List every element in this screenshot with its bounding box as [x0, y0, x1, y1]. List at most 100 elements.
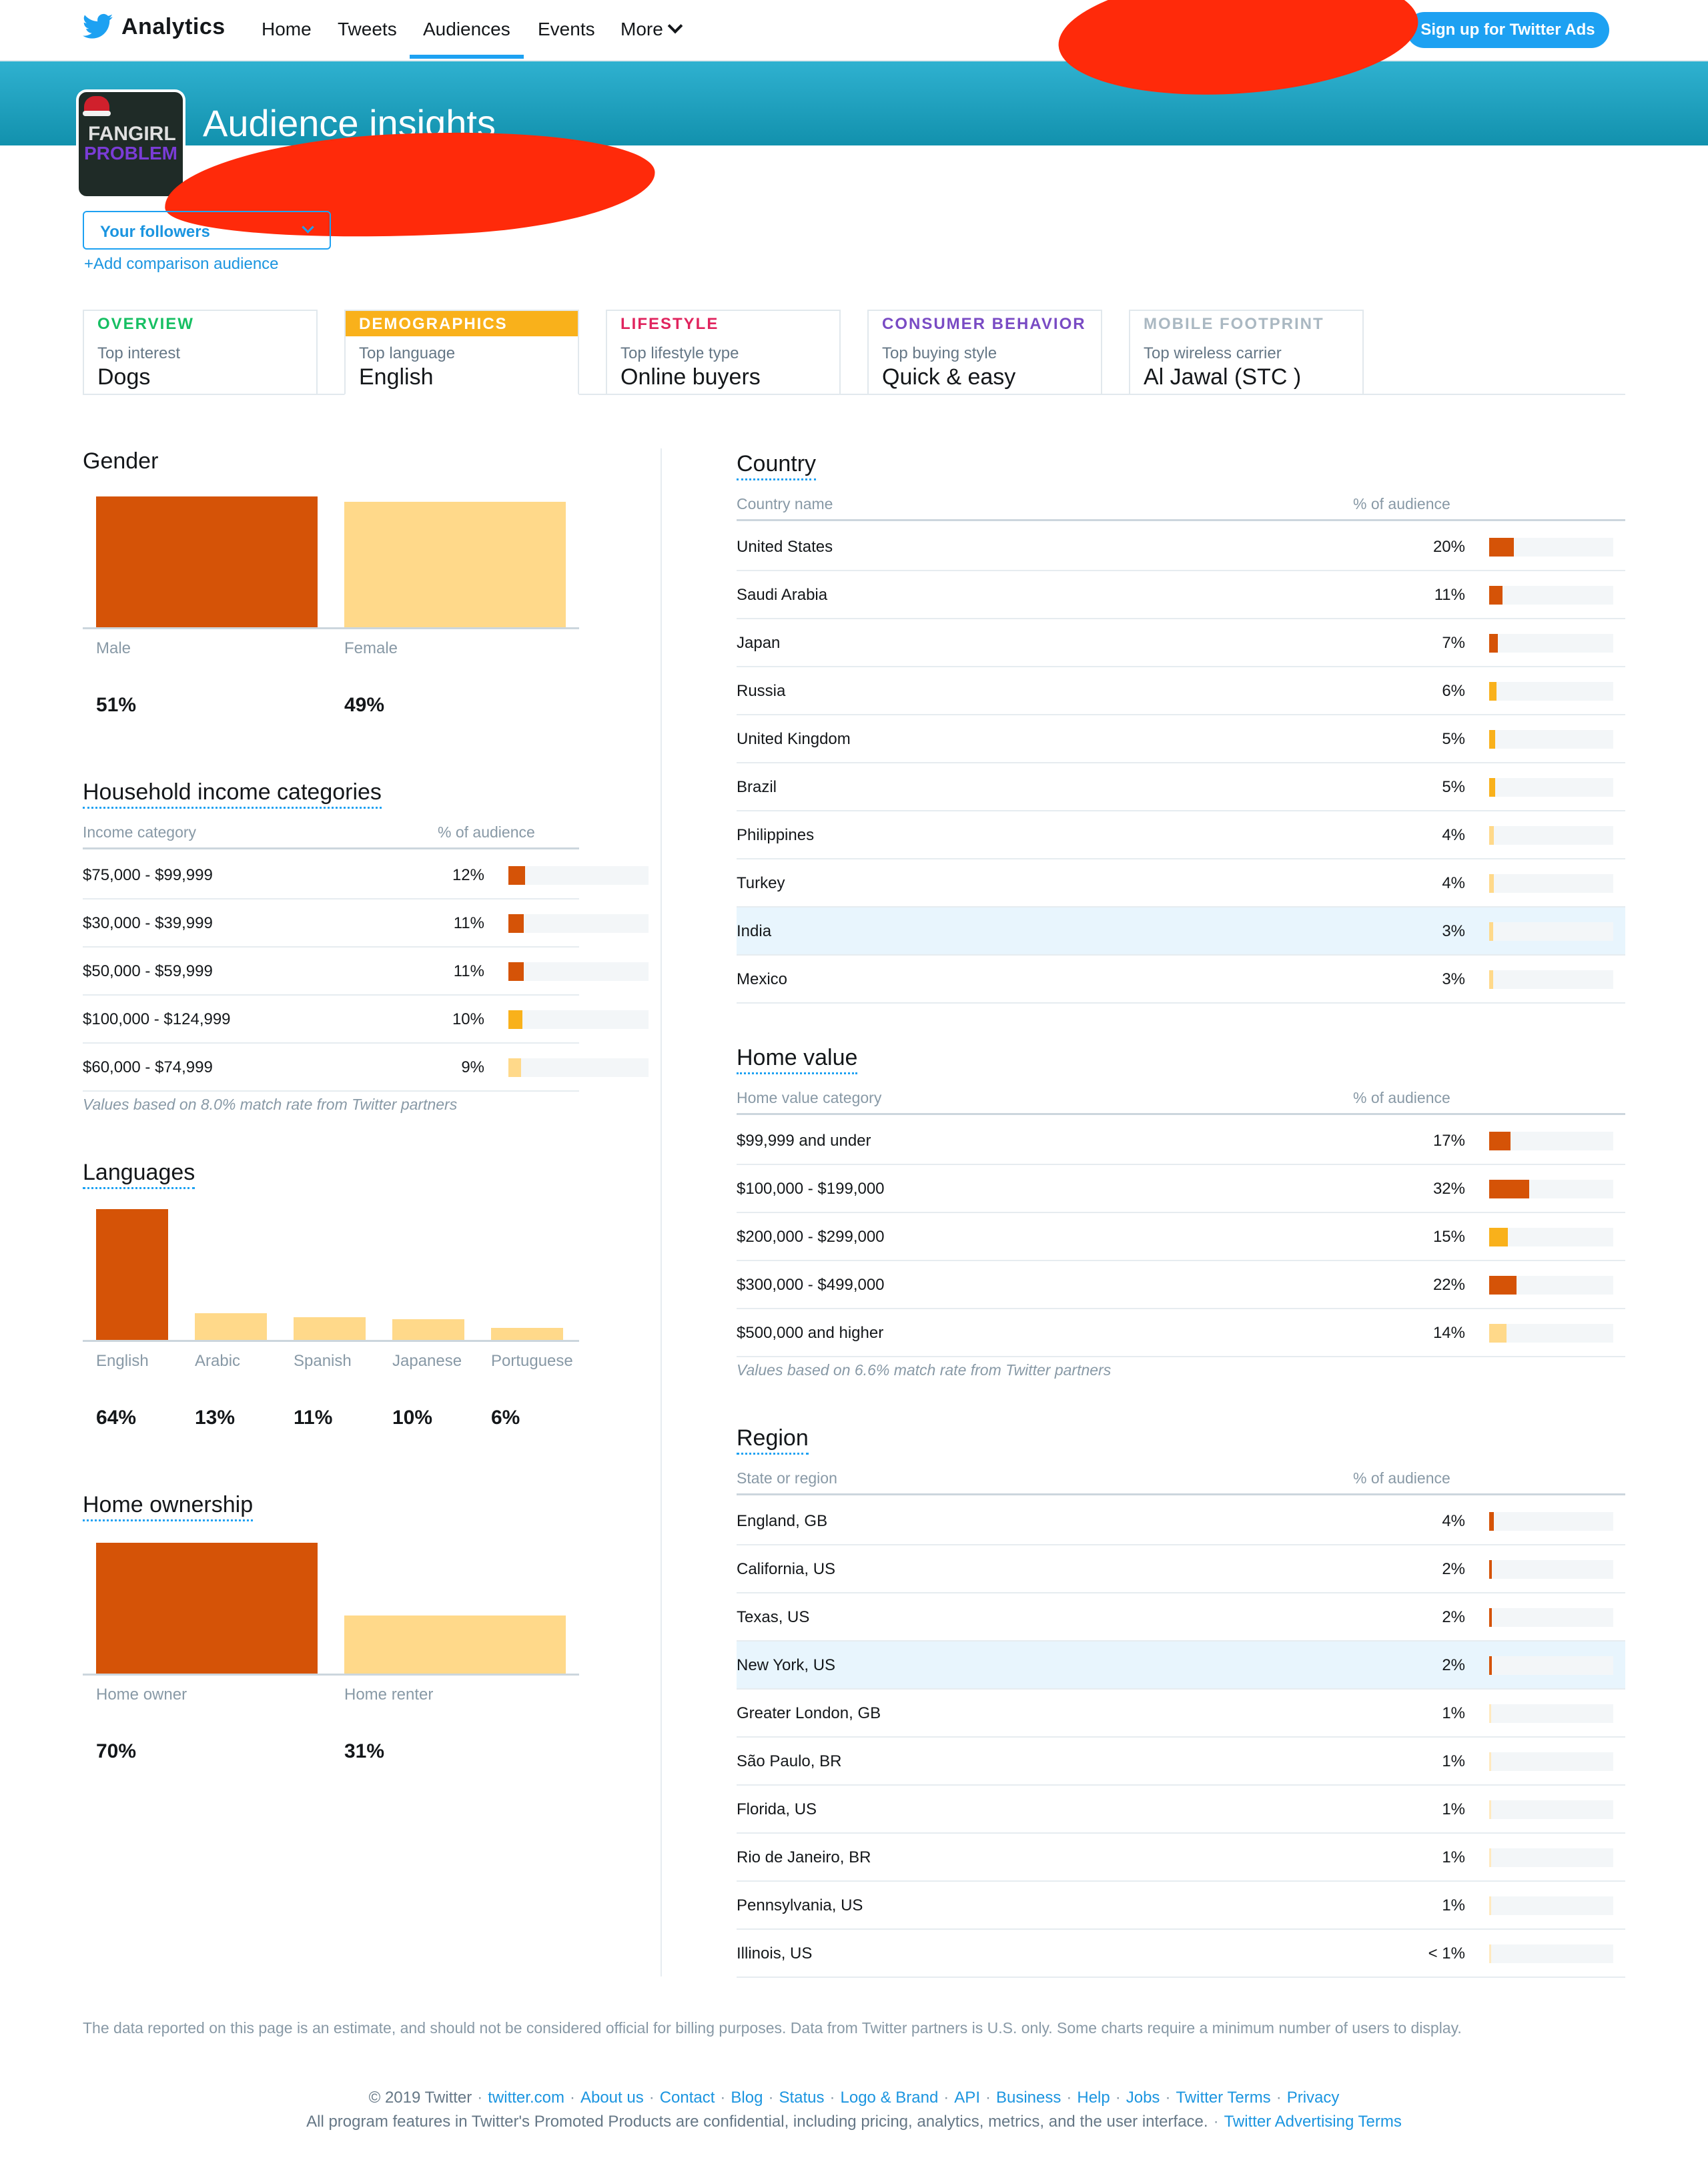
region-row-name: Florida, US [737, 1800, 817, 1818]
region-row-row[interactable]: Illinois, US < 1% [737, 1930, 1625, 1978]
income-row-row[interactable]: $100,000 - $124,999 10% [83, 996, 649, 1044]
region-row-row[interactable]: Pennsylvania, US 1% [737, 1882, 1625, 1930]
country-row-pct: 5% [1442, 778, 1465, 796]
region-row-row[interactable]: New York, US 2% [737, 1642, 1625, 1690]
income-row-row[interactable]: $75,000 - $99,999 12% [83, 851, 649, 899]
nav-events[interactable]: Events [538, 19, 595, 39]
region-row-bar-track [1489, 1608, 1613, 1627]
audience-select[interactable]: Your followers [83, 211, 331, 250]
home-value-row-row[interactable]: $300,000 - $499,000 22% [737, 1261, 1625, 1309]
footer-link[interactable]: Contact [659, 2089, 715, 2107]
add-comparison-audience-link[interactable]: +Add comparison audience [84, 255, 279, 273]
footer-separator: · [569, 2089, 575, 2107]
tab-mobile-footprint[interactable]: MOBILE FOOTPRINT Top wireless carrier Al J… [1129, 310, 1364, 395]
footer-separator: · [1115, 2089, 1121, 2107]
country-row-row[interactable]: Saudi Arabia 11% [737, 571, 1625, 619]
home-value-row-row[interactable]: $100,000 - $199,000 32% [737, 1165, 1625, 1213]
footer-link[interactable]: Blog [731, 2089, 763, 2107]
country-row-row[interactable]: United States 20% [737, 523, 1625, 571]
home-value-row-row[interactable]: $500,000 and higher 14% [737, 1309, 1625, 1357]
region-row-row[interactable]: São Paulo, BR 1% [737, 1738, 1625, 1786]
income-row-row[interactable]: $50,000 - $59,999 11% [83, 948, 649, 996]
income-row-pct: 10% [452, 1010, 484, 1028]
country-row-bar-fill [1489, 970, 1493, 989]
country-col-pct: % of audience [1353, 495, 1450, 512]
tab-heading: MOBILE FOOTPRINT [1144, 315, 1324, 333]
country-row-pct: 3% [1442, 970, 1465, 988]
country-row-bar-track [1489, 970, 1613, 989]
footer-link[interactable]: Business [995, 2089, 1061, 2107]
country-header-line [737, 519, 1625, 521]
country-row-pct: 4% [1442, 874, 1465, 892]
nav-home[interactable]: Home [262, 19, 312, 39]
nav-tweets[interactable]: Tweets [338, 19, 397, 39]
footer-link-advertising-terms[interactable]: Twitter Advertising Terms [1224, 2113, 1402, 2131]
country-row-row[interactable]: Russia 6% [737, 667, 1625, 715]
income-row-bar-fill [508, 866, 525, 885]
tab-value: Quick & easy [882, 364, 1016, 390]
footer-link[interactable]: API [954, 2089, 980, 2107]
country-row-row[interactable]: Japan 7% [737, 619, 1625, 667]
country-row-bar-track [1489, 682, 1613, 701]
country-row-row[interactable]: United Kingdom 5% [737, 715, 1625, 763]
footer-link[interactable]: Help [1077, 2089, 1110, 2107]
country-row-row[interactable]: Turkey 4% [737, 859, 1625, 908]
country-row-row[interactable]: Mexico 3% [737, 956, 1625, 1004]
footer-link[interactable]: Jobs [1126, 2089, 1160, 2107]
tab-demographics[interactable]: DEMOGRAPHICS Top language English [344, 310, 579, 395]
income-row-bar-track [508, 1058, 649, 1077]
country-row-row[interactable]: Brazil 5% [737, 763, 1625, 811]
ownership-baseline [83, 1674, 579, 1676]
home-ownership-title[interactable]: Home ownership [83, 1492, 254, 1521]
country-row-row[interactable]: Philippines 4% [737, 811, 1625, 859]
region-row-bar-fill [1489, 1704, 1491, 1723]
nav-more-label: More [620, 19, 663, 39]
region-row-row[interactable]: California, US 2% [737, 1545, 1625, 1593]
country-title[interactable]: Country [737, 451, 817, 480]
region-row-bar-track [1489, 1704, 1613, 1723]
tab-heading: CONSUMER BEHAVIOR [882, 315, 1086, 333]
country-row-name: Saudi Arabia [737, 586, 828, 604]
nav-audiences[interactable]: Audiences [410, 19, 524, 59]
brand[interactable]: Analytics [83, 13, 226, 40]
region-row-row[interactable]: Texas, US 2% [737, 1593, 1625, 1642]
country-row-bar-track [1489, 922, 1613, 941]
country-row-name: Russia [737, 682, 786, 700]
footer-link[interactable]: Logo & Brand [840, 2089, 939, 2107]
footer-link[interactable]: Privacy [1286, 2089, 1340, 2107]
income-row-row[interactable]: $60,000 - $74,999 9% [83, 1044, 649, 1092]
tab-overview[interactable]: OVERVIEW Top interest Dogs [83, 310, 318, 395]
region-row-row[interactable]: Rio de Janeiro, BR 1% [737, 1834, 1625, 1882]
region-row-row[interactable]: Greater London, GB 1% [737, 1690, 1625, 1738]
footer-link[interactable]: About us [580, 2089, 644, 2107]
region-row-row[interactable]: Florida, US 1% [737, 1786, 1625, 1834]
languages-title[interactable]: Languages [83, 1160, 195, 1189]
region-row-row[interactable]: England, GB 4% [737, 1497, 1625, 1545]
home-value-row-bar-track [1489, 1324, 1613, 1343]
tab-lifestyle[interactable]: LIFESTYLE Top lifestyle type Online buyers [606, 310, 841, 395]
nav-more[interactable]: More [620, 18, 683, 40]
home-value-row-name: $99,999 and under [737, 1132, 871, 1150]
footer-link[interactable]: twitter.com [488, 2089, 564, 2107]
home-value-row-name: $200,000 - $299,000 [737, 1228, 885, 1246]
home-value-row-row[interactable]: $99,999 and under 17% [737, 1117, 1625, 1165]
income-row-pct: 11% [453, 962, 484, 980]
footer-link[interactable]: Twitter Terms [1176, 2089, 1271, 2107]
footer-copyright: © 2019 Twitter [368, 2089, 472, 2107]
income-row-bar-track [508, 962, 649, 981]
income-row-row[interactable]: $30,000 - $39,999 11% [83, 899, 649, 948]
home-value-row-bar-fill [1489, 1180, 1529, 1198]
income-title[interactable]: Household income categories [83, 779, 382, 809]
home-value-row-row[interactable]: $200,000 - $299,000 15% [737, 1213, 1625, 1261]
signup-twitter-ads-button[interactable]: Sign up for Twitter Ads [1406, 12, 1609, 48]
region-header-line [737, 1493, 1625, 1495]
country-row-row[interactable]: India 3% [737, 908, 1625, 956]
region-title[interactable]: Region [737, 1425, 809, 1455]
tab-consumer-behavior[interactable]: CONSUMER BEHAVIOR Top buying style Quick &… [867, 310, 1102, 395]
footer-link[interactable]: Status [779, 2089, 825, 2107]
country-row-bar-track [1489, 874, 1613, 893]
ownership-pct: 31% [344, 1740, 385, 1762]
region-row-name: New York, US [737, 1656, 836, 1674]
language-label: English [96, 1352, 149, 1370]
home-value-title[interactable]: Home value [737, 1045, 858, 1074]
